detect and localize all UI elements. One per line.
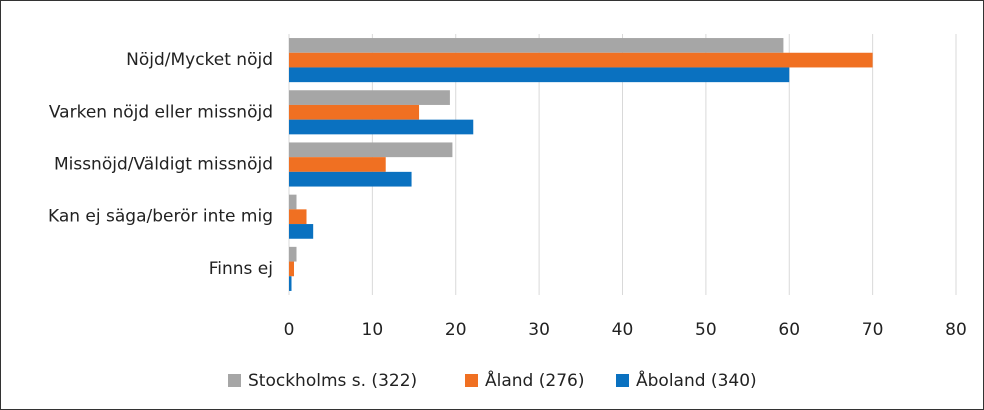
bar [289, 194, 297, 210]
legend-label: Stockholms s. (322) [248, 371, 417, 391]
bar [289, 142, 453, 158]
bar [289, 157, 386, 172]
y-tick-label: Nöjd/Mycket nöjd [126, 50, 273, 70]
bar [289, 261, 295, 277]
legend-swatch [228, 374, 241, 387]
legend-swatch [465, 374, 478, 387]
x-tick-label: 70 [862, 320, 884, 340]
x-tick-label: 50 [695, 320, 717, 340]
bar [289, 224, 314, 239]
bar [289, 276, 292, 291]
x-tick-label: 40 [612, 320, 634, 340]
x-tick-label: 20 [445, 320, 467, 340]
y-tick-label: Varken nöjd eller missnöjd [49, 102, 273, 122]
x-tick-label: 10 [362, 320, 384, 340]
y-tick-label: Finns ej [209, 259, 273, 279]
bar [289, 52, 873, 68]
x-tick-label: 60 [778, 320, 800, 340]
bar [289, 104, 420, 120]
y-tick-label: Missnöjd/Väldigt missnöjd [54, 155, 273, 175]
legend-label: Åland (276) [485, 369, 584, 391]
y-tick-label: Kan ej säga/berör inte mig [48, 207, 273, 227]
bar [289, 90, 450, 105]
bar [289, 209, 307, 225]
bar [289, 246, 297, 262]
x-tick-label: 30 [528, 320, 550, 340]
bar [289, 119, 474, 135]
bar [289, 38, 784, 53]
x-tick-label: 0 [284, 320, 295, 340]
legend-label: Åboland (340) [636, 369, 757, 391]
bar [289, 171, 412, 187]
bar [289, 67, 790, 83]
x-tick-label: 80 [945, 320, 967, 340]
legend-swatch [616, 374, 629, 387]
